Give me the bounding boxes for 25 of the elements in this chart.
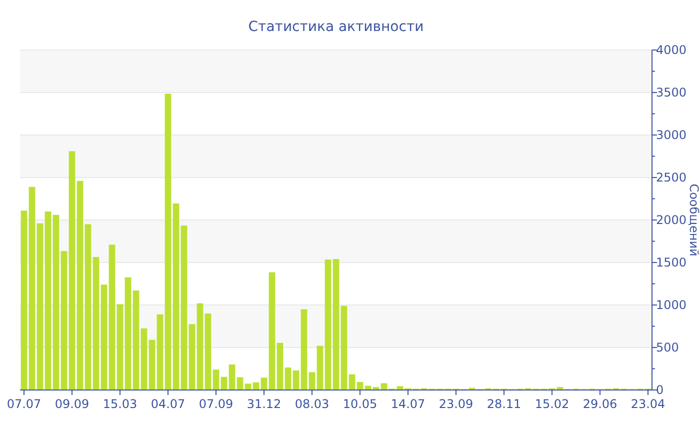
- y-tick-label: 2000: [656, 213, 687, 227]
- y-tick-label: 3500: [656, 86, 687, 100]
- x-tick-label: 29.06: [582, 397, 618, 411]
- x-tick-label: 09.09: [54, 397, 90, 411]
- x-tick-label: 28.11: [486, 397, 522, 411]
- y-tick-label: 2500: [656, 170, 687, 184]
- x-tick-label: 10.05: [342, 397, 378, 411]
- y-tick-label: 4000: [656, 43, 687, 57]
- x-tick-label: 15.03: [102, 397, 138, 411]
- chart-title: Статистика активности: [248, 19, 424, 35]
- y-tick-label: 0: [656, 383, 664, 397]
- y-tick-label: 1000: [656, 298, 687, 312]
- y-axis-title: Сообщений: [687, 184, 700, 256]
- y-tick-label: 1500: [656, 256, 687, 270]
- x-tick-label: 23.04: [630, 397, 666, 411]
- x-tick-label: 15.02: [534, 397, 570, 411]
- x-tick-label: 07.07: [6, 397, 42, 411]
- x-tick-label: 14.07: [390, 397, 426, 411]
- y-tick-label: 3000: [656, 128, 687, 142]
- x-tick-label: 07.09: [198, 397, 234, 411]
- x-tick-label: 23.09: [438, 397, 474, 411]
- x-tick-label: 31.12: [246, 397, 282, 411]
- y-tick-label: 500: [656, 340, 679, 354]
- x-tick-label: 04.07: [150, 397, 186, 411]
- x-tick-label: 08.03: [294, 397, 330, 411]
